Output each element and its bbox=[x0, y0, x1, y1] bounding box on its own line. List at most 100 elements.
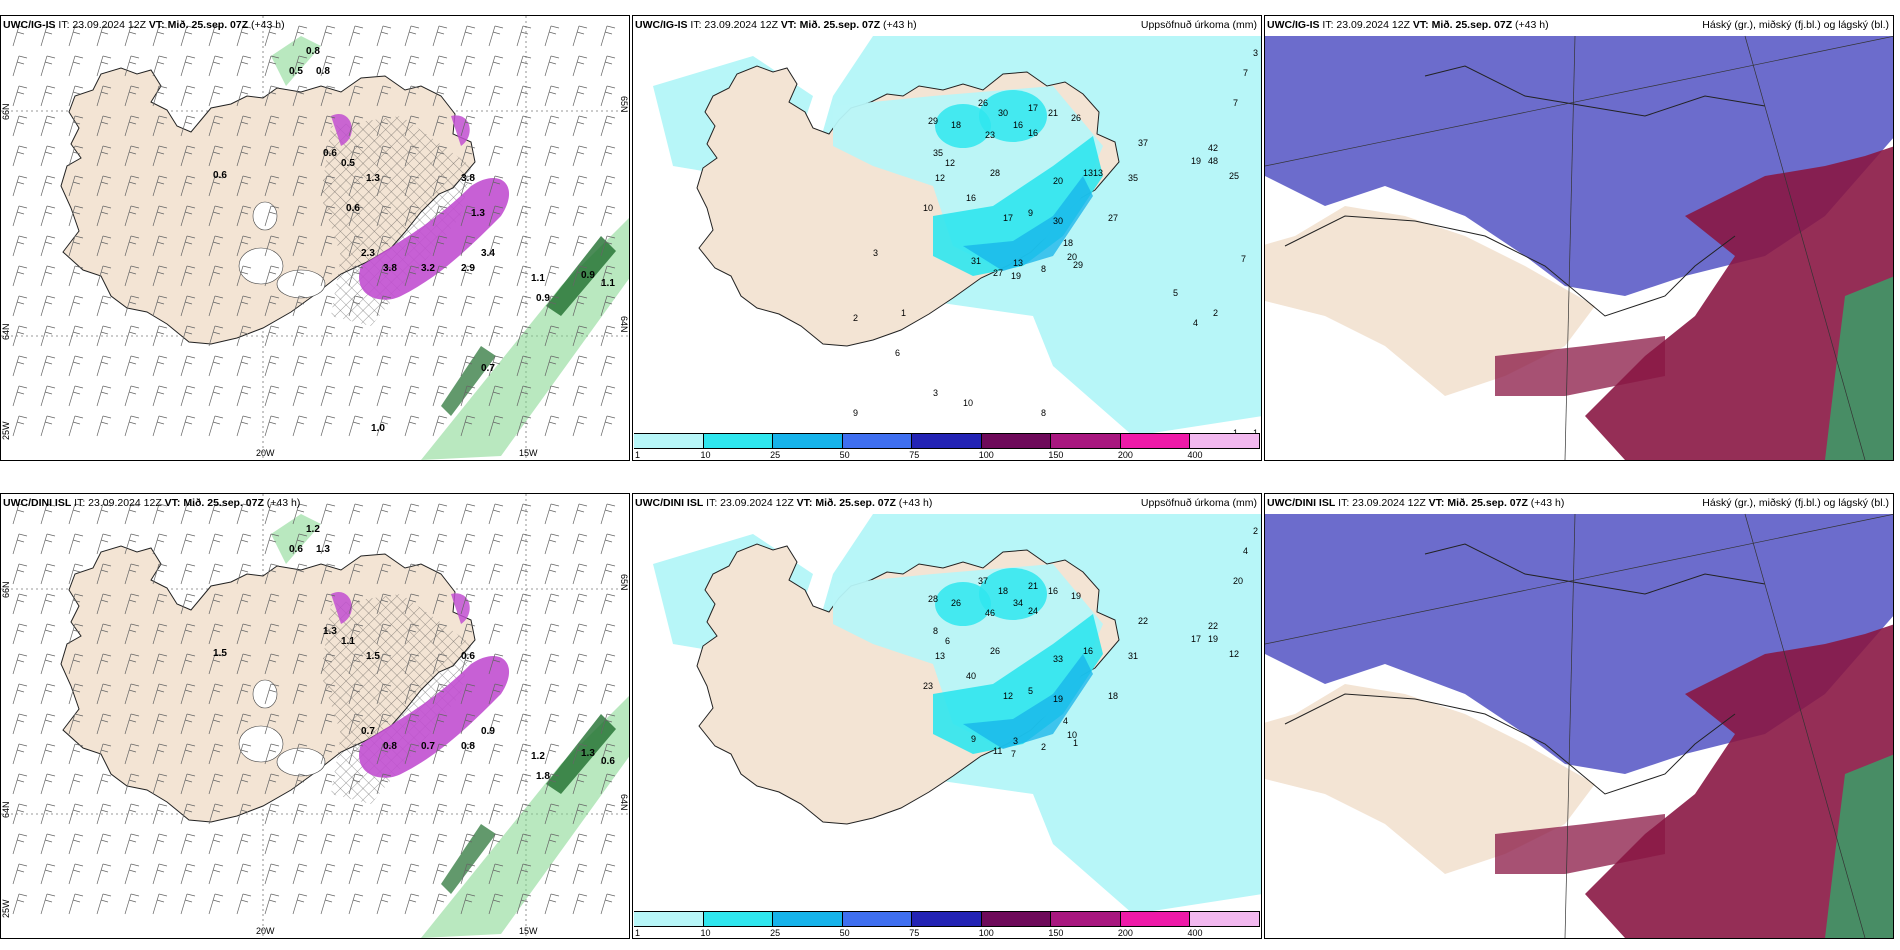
barb-shaft bbox=[376, 55, 384, 77]
wind-value-label: 3.8 bbox=[383, 263, 397, 274]
wind-barb bbox=[96, 415, 112, 437]
barb-flag bbox=[576, 869, 585, 873]
barb-flag bbox=[576, 391, 585, 395]
barb-shaft bbox=[124, 893, 132, 915]
barb-shaft bbox=[292, 773, 300, 795]
barb-shaft bbox=[40, 55, 48, 77]
barb-shaft bbox=[236, 593, 244, 615]
barb-flag bbox=[466, 145, 476, 149]
barb-shaft bbox=[12, 623, 20, 645]
barb-flag bbox=[578, 863, 588, 867]
wind-barb bbox=[12, 803, 28, 825]
barb-flag bbox=[436, 749, 445, 753]
barb-flag bbox=[102, 385, 112, 389]
barb-flag bbox=[46, 295, 56, 299]
wind-barb bbox=[516, 355, 532, 377]
barb-flag bbox=[74, 743, 84, 747]
barb-flag bbox=[214, 175, 224, 179]
wind-barb bbox=[236, 265, 252, 287]
barb-shaft bbox=[96, 833, 104, 855]
barb-flag bbox=[494, 563, 504, 567]
barb-shaft bbox=[264, 893, 272, 915]
colorbar-tick-label: 10 bbox=[700, 450, 711, 460]
barb-flag bbox=[298, 355, 308, 359]
wind-barb bbox=[432, 355, 448, 377]
wind-barb bbox=[572, 593, 588, 615]
wind-band-darkgreen bbox=[441, 346, 496, 416]
barb-shaft bbox=[292, 593, 300, 615]
wind-barb bbox=[292, 115, 308, 137]
precip-value-label: 22 bbox=[1208, 621, 1218, 631]
wind-barb bbox=[460, 713, 476, 735]
barb-flag bbox=[128, 91, 137, 95]
barb-flag bbox=[492, 91, 501, 95]
precip-value-label: 10 bbox=[923, 203, 933, 213]
barb-flag bbox=[494, 713, 504, 717]
barb-flag bbox=[380, 509, 389, 513]
barb-shaft bbox=[12, 115, 20, 137]
barb-flag bbox=[186, 415, 196, 419]
barb-shaft bbox=[460, 893, 468, 915]
barb-flag bbox=[464, 749, 473, 753]
wind-barb bbox=[292, 55, 308, 77]
barb-shaft bbox=[460, 295, 468, 317]
barb-shaft bbox=[432, 743, 440, 765]
barb-shaft bbox=[124, 355, 132, 377]
barb-flag bbox=[268, 211, 277, 215]
wind-barb bbox=[292, 175, 308, 197]
barb-flag bbox=[296, 749, 305, 753]
wind-barb bbox=[264, 55, 280, 77]
product-title: Háský (gr.), miðský (fj.bl.) og lágský (… bbox=[1702, 497, 1889, 509]
barb-flag bbox=[550, 205, 560, 209]
barb-shaft bbox=[460, 803, 468, 825]
barb-shaft bbox=[320, 385, 328, 407]
barb-flag bbox=[72, 61, 81, 65]
wind-barb bbox=[404, 623, 420, 645]
barb-flag bbox=[548, 659, 557, 663]
barb-flag bbox=[128, 809, 137, 813]
barb-flag bbox=[380, 539, 389, 543]
wind-barb bbox=[572, 325, 588, 347]
barb-flag bbox=[298, 235, 308, 239]
barb-shaft bbox=[460, 713, 468, 735]
wind-value-label: 0.6 bbox=[601, 756, 615, 767]
lat-label: 64N bbox=[1, 801, 11, 818]
barb-shaft bbox=[40, 235, 48, 257]
barb-flag bbox=[466, 265, 476, 269]
wind-barb bbox=[124, 773, 140, 795]
barb-flag bbox=[212, 719, 221, 723]
barb-flag bbox=[72, 569, 81, 573]
barb-shaft bbox=[348, 593, 356, 615]
barb-shaft bbox=[12, 863, 20, 885]
barb-flag bbox=[466, 85, 476, 89]
barb-shaft bbox=[572, 115, 580, 137]
barb-flag bbox=[436, 599, 445, 603]
barb-flag bbox=[298, 55, 308, 59]
barb-flag bbox=[74, 653, 84, 657]
barb-flag bbox=[212, 599, 221, 603]
barb-flag bbox=[354, 415, 364, 419]
barb-flag bbox=[16, 899, 25, 903]
barb-flag bbox=[380, 599, 389, 603]
barb-flag bbox=[46, 533, 56, 537]
wind-barb bbox=[152, 683, 168, 705]
barb-shaft bbox=[600, 893, 608, 915]
lead-time: (+43 h) bbox=[898, 497, 933, 509]
barb-shaft bbox=[544, 25, 552, 47]
barb-flag bbox=[548, 271, 557, 275]
barb-flag bbox=[268, 599, 277, 603]
barb-shaft bbox=[40, 593, 48, 615]
barb-flag bbox=[410, 55, 420, 59]
barb-flag bbox=[268, 809, 277, 813]
barb-flag bbox=[296, 421, 305, 425]
wind-value-label: 1.8 bbox=[536, 771, 550, 782]
wind-barb bbox=[152, 325, 168, 347]
glacier-patch bbox=[252, 679, 278, 709]
barb-flag bbox=[466, 325, 476, 329]
barb-flag bbox=[438, 145, 448, 149]
barb-flag bbox=[44, 31, 53, 35]
barb-flag bbox=[436, 181, 445, 185]
barb-flag bbox=[380, 689, 389, 693]
wind-barb bbox=[12, 25, 28, 47]
barb-shaft bbox=[600, 55, 608, 77]
